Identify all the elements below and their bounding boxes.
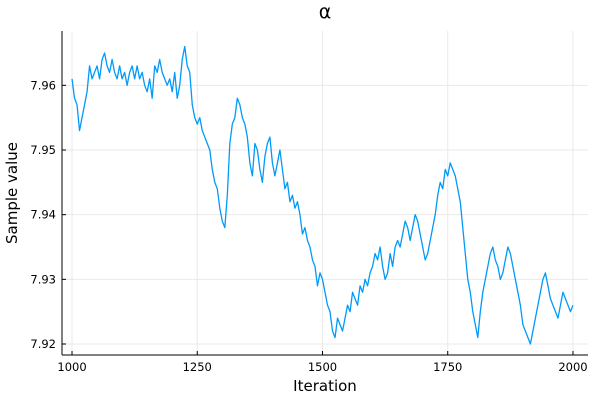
- grid: [62, 31, 588, 355]
- series-line: [71, 45, 574, 345]
- y-axis-label: Sample value: [3, 142, 21, 244]
- chart-title: α: [319, 1, 332, 23]
- x-tick-label: 1000: [57, 360, 86, 374]
- y-tick-label: 7.95: [30, 143, 56, 157]
- x-tick-label: 1500: [308, 360, 337, 374]
- y-tick-label: 7.96: [30, 78, 56, 92]
- x-axis-ticks: 1000 1250 1500 1750 2000: [57, 351, 588, 374]
- x-tick-label: 2000: [558, 360, 587, 374]
- y-tick-label: 7.92: [30, 337, 56, 351]
- y-tick-label: 7.94: [30, 208, 56, 222]
- x-tick-label: 1250: [183, 360, 212, 374]
- y-tick-label: 7.93: [30, 272, 56, 286]
- y-axis-ticks: 7.92 7.93 7.94 7.95 7.96: [30, 78, 66, 351]
- x-tick-label: 1750: [433, 360, 462, 374]
- x-axis-label: Iteration: [293, 377, 357, 395]
- series-layer: [71, 45, 574, 345]
- axes: [61, 31, 588, 356]
